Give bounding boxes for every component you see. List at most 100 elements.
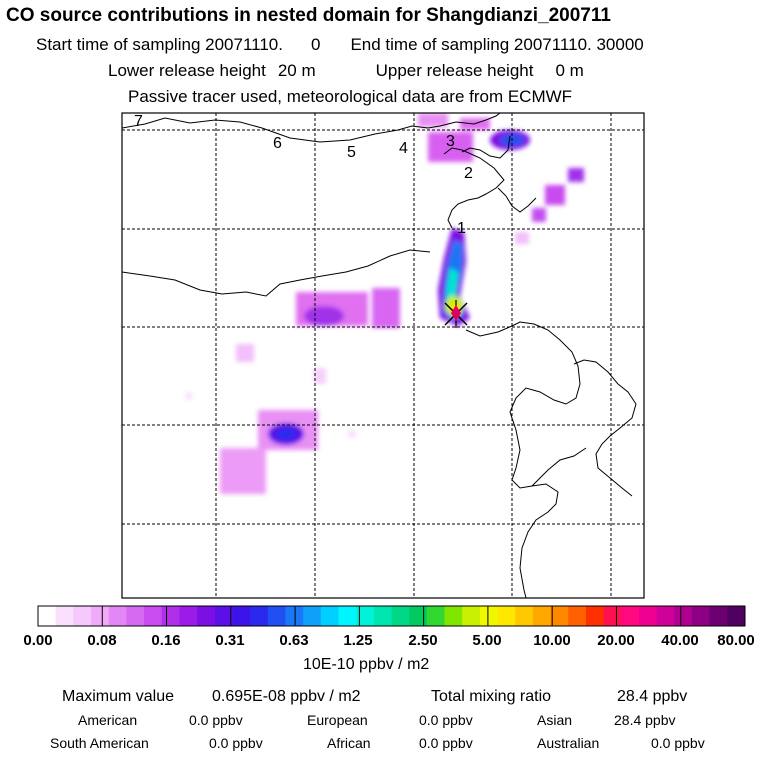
colorbar-swatch xyxy=(285,606,304,626)
border-segment xyxy=(531,447,587,487)
colorbar-swatch xyxy=(515,606,534,626)
trajectory-label: 6 xyxy=(273,135,282,152)
colorbar-swatch xyxy=(108,606,127,626)
colorbar-tick-label: 1.25 xyxy=(343,632,373,649)
map-frame xyxy=(121,112,645,599)
colorbar-swatch xyxy=(91,606,110,626)
lower-release-value: 20 m xyxy=(277,61,316,80)
colorbar-tick-label: 40.00 xyxy=(661,632,699,649)
coastline-segment xyxy=(122,113,501,143)
coastline-segment xyxy=(573,359,637,497)
tracer-note: Passive tracer used, meteorological data… xyxy=(128,87,573,106)
colorbar-tick-label: 5.00 xyxy=(472,632,502,649)
colorbar-swatch xyxy=(179,606,198,626)
colorbar-swatch xyxy=(250,606,269,626)
colorbar-tick-label: 20.00 xyxy=(597,632,635,649)
colorbar-swatch xyxy=(585,606,604,626)
colorbar-swatch xyxy=(709,606,728,626)
colorbar-swatch xyxy=(232,606,251,626)
colorbar xyxy=(37,605,746,627)
plume-patch xyxy=(314,368,326,384)
trajectory-labels: 7 6 5 4 3 2 1 xyxy=(134,113,473,237)
colorbar-tick-label: 0.63 xyxy=(279,632,309,649)
plume-core xyxy=(304,306,344,326)
figure-title: CO source contributions in nested domain… xyxy=(6,5,611,26)
plume-patch xyxy=(515,232,529,244)
sampling-times: Start time of sampling 20071110. 0 End tim… xyxy=(36,36,644,53)
coastline-segment xyxy=(465,321,581,598)
colorbar-tick-label: 10.00 xyxy=(533,632,571,649)
colorbar-swatch xyxy=(409,606,428,626)
colorbar-swatch xyxy=(373,606,392,626)
upper-release-label: Upper release height xyxy=(375,61,534,80)
colorbar-swatch xyxy=(391,606,410,626)
plume-patch xyxy=(568,168,584,182)
region-value: 0.0 ppbv xyxy=(419,735,473,751)
coastlines xyxy=(122,113,637,598)
colorbar-swatch xyxy=(638,606,658,626)
colorbar-swatch xyxy=(621,606,640,626)
plume-patch xyxy=(186,392,192,400)
plume-patch xyxy=(236,344,254,362)
end-time-label: End time of sampling 20071110. 30000 xyxy=(350,35,644,54)
total-mixing-value: 28.4 ppbv xyxy=(617,688,688,705)
colorbar-swatch xyxy=(338,606,357,626)
colorbar-swatch xyxy=(656,606,675,626)
total-mixing-label: Total mixing ratio xyxy=(431,688,552,705)
trajectory-label: 2 xyxy=(464,165,473,182)
concentration-field xyxy=(186,113,584,494)
region-value: 0.0 ppbv xyxy=(419,712,473,728)
region-name: Asian xyxy=(537,712,573,728)
plume-patch xyxy=(545,185,565,205)
border-segment xyxy=(497,187,537,213)
plume-patch xyxy=(428,132,473,162)
region-value: 0.0 ppbv xyxy=(209,735,263,751)
border-segment xyxy=(122,249,431,297)
colorbar-swatch xyxy=(426,606,445,626)
region-value: 0.0 ppbv xyxy=(651,735,705,751)
region-value: 28.4 ppbv xyxy=(614,712,676,728)
colorbar-swatch xyxy=(214,606,233,626)
trajectory-label: 3 xyxy=(446,133,455,150)
colorbar-swatch xyxy=(55,606,74,626)
colorbar-tick-label: 80.00 xyxy=(717,632,755,649)
plume-patch xyxy=(220,448,266,494)
release-heights: Lower release height 20 m Upper release he… xyxy=(108,62,584,79)
colorbar-swatch xyxy=(356,606,375,626)
colorbar-tick-label: 2.50 xyxy=(408,632,438,649)
plume-patch xyxy=(532,208,546,222)
colorbar-swatch xyxy=(197,606,216,626)
colorbar-swatch xyxy=(603,606,622,626)
plume-patch xyxy=(418,113,448,127)
max-value: 0.695E-08 ppbv / m2 xyxy=(212,688,361,705)
colorbar-swatch xyxy=(727,606,746,626)
coastline-segment xyxy=(443,147,505,229)
colorbar-swatch xyxy=(497,606,516,626)
upper-release-value: 0 m xyxy=(555,61,584,80)
colorbar-swatch xyxy=(462,606,481,626)
trajectory-label: 5 xyxy=(347,144,356,161)
colorbar-tick-label: 0.31 xyxy=(215,632,245,649)
lower-release-label: Lower release height xyxy=(108,61,266,80)
trajectory-label: 7 xyxy=(134,113,143,130)
max-value-label: Maximum value xyxy=(62,688,175,705)
plume-core xyxy=(276,428,296,440)
region-name: South American xyxy=(50,735,149,751)
colorbar-swatch xyxy=(479,606,498,626)
plume-patch xyxy=(348,430,356,438)
plume-patch xyxy=(372,288,400,328)
trajectory-label: 1 xyxy=(457,220,466,237)
trajectory-label: 4 xyxy=(399,140,408,157)
colorbar-unit: 10E-10 ppbv / m2 xyxy=(303,656,430,673)
region-name: African xyxy=(327,735,371,751)
colorbar-swatch xyxy=(38,606,57,626)
region-value: 0.0 ppbv xyxy=(189,712,243,728)
colorbar-swatch xyxy=(532,606,551,626)
colorbar-swatch xyxy=(568,606,587,626)
map-panel: 7 6 5 4 3 2 1 xyxy=(122,113,644,598)
colorbar-swatch xyxy=(73,606,92,626)
colorbar-swatch xyxy=(303,606,322,626)
region-name: Australian xyxy=(537,735,600,751)
colorbar-tick-label: 0.16 xyxy=(151,632,181,649)
